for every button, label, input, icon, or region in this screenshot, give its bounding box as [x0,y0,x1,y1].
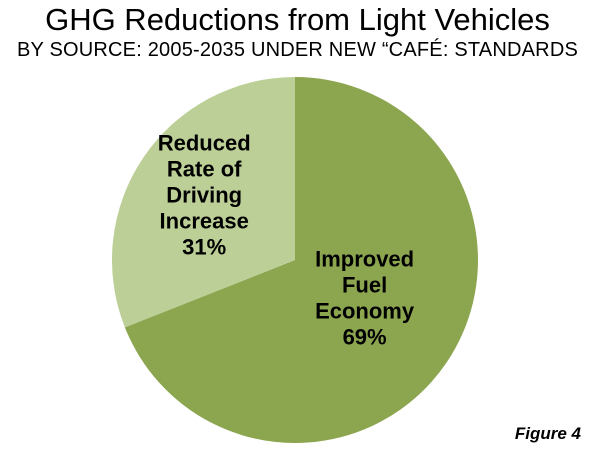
slice-value-label: 69% [343,324,387,349]
slice-label-line: Driving [166,182,242,207]
slice-label-line: Economy [315,298,415,323]
pie-slice-0 [124,77,479,444]
chart-subtitle: BY SOURCE: 2005-2035 UNDER NEW “CAFÉ: ST… [16,39,579,61]
slice-label-1: Reduced Rate of Driving Increase 31% [158,130,251,259]
slice-label-0: Improved Fuel Economy 69% [315,246,415,349]
figure-caption: Figure 4 [514,424,581,443]
slice-label-line: Improved [315,246,414,271]
slice-label-line: Increase [160,208,249,233]
slice-label-line: Rate of [167,156,242,181]
slice-label-line: Fuel [342,272,387,297]
slice-label-line: Reduced [158,130,251,155]
slice-value-label: 31% [182,234,226,259]
pie-slice-1 [111,77,295,328]
chart-title: GHG Reductions from Light Vehicles [45,2,550,37]
